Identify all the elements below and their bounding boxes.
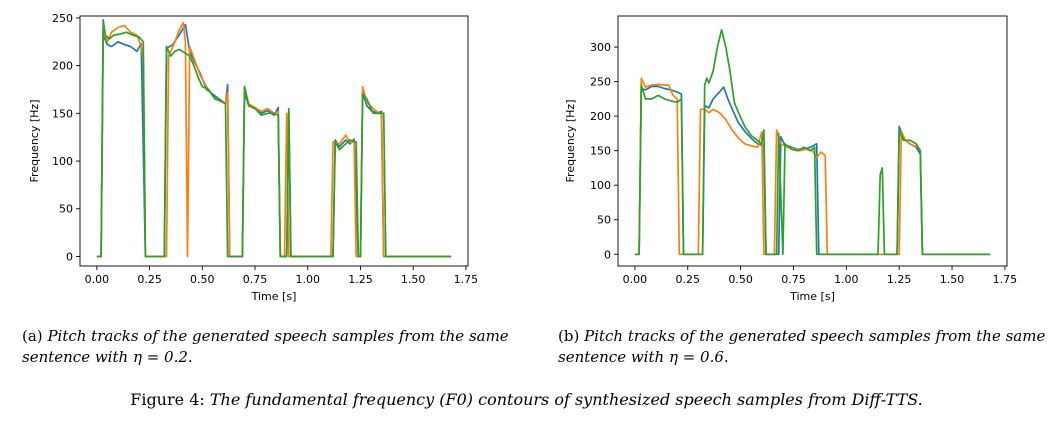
- chart-a: 0.00 0.25 0.50 0.75 1.00 1.25 1.50 1.75 0 50 100 15…: [28, 12, 479, 303]
- chart2-series-line-3: [634, 28, 991, 256]
- chart2-y-axis-label: Frequency [Hz]: [564, 100, 577, 183]
- chart2-x-tick-label: 0.00: [623, 273, 648, 286]
- chart2-y-tick-label: 150: [590, 145, 611, 158]
- chart2-series-line-2: [634, 77, 991, 256]
- chart1-y-axis-label: Frequency [Hz]: [28, 100, 41, 183]
- chart2-series-line-1: [634, 85, 991, 256]
- chart1-y-tick-label: 150: [52, 107, 73, 120]
- chart2-x-tick-label: 1.25: [887, 273, 912, 286]
- chart2-x-axis-label: Time [s]: [789, 290, 835, 303]
- chart1-x-tick-label: 1.25: [348, 273, 373, 286]
- chart2-x-tick-label: 0.25: [676, 273, 701, 286]
- chart2-x-tick-label: 0.75: [781, 273, 806, 286]
- chart2-y-tick-label: 0: [604, 248, 611, 261]
- chart2-axes-frame: [617, 15, 1008, 267]
- chart2-y-tick-label: 50: [597, 214, 611, 227]
- chart2-x-tick-label: 1.00: [834, 273, 859, 286]
- figure-caption: Figure 4: The fundamental frequency (F0)…: [0, 390, 1053, 409]
- chart1-y-tick-label: 0: [66, 250, 73, 263]
- chart1-x-axis-label: Time [s]: [251, 290, 297, 303]
- chart1-x-tick-label: 1.00: [295, 273, 320, 286]
- figure-caption-text: The fundamental frequency (F0) contours …: [209, 390, 923, 409]
- chart2-y-tick-label: 100: [590, 179, 611, 192]
- chart1-x-tick-label: 1.75: [454, 273, 479, 286]
- chart1-x-tick-label: 0.00: [85, 273, 110, 286]
- caption-b-line1: Pitch tracks of the generated speech sam…: [584, 327, 1046, 345]
- chart1-x-tick-label: 0.75: [243, 273, 268, 286]
- chart1-x-tick-label: 1.50: [401, 273, 426, 286]
- chart-b: 0.00 0.25 0.50 0.75 1.00 1.25 1.50 1.75 0 50 100 15…: [564, 15, 1018, 303]
- chart1-series-line-1: [96, 23, 452, 258]
- caption-b-line2: sentence with η = 0.6.: [558, 348, 729, 366]
- caption-a-line2: sentence with η = 0.2.: [22, 348, 193, 366]
- chart1-x-tick-label: 0.25: [137, 273, 162, 286]
- chart2-y-tick-label: 300: [590, 41, 611, 54]
- chart1-series-line-2: [96, 21, 452, 258]
- figure-caption-label: Figure 4:: [130, 390, 205, 409]
- caption-b: (b) Pitch tracks of the generated speech…: [558, 326, 1048, 368]
- chart2-y-tick-label: 200: [590, 110, 611, 123]
- chart2-x-tick-label: 1.50: [940, 273, 965, 286]
- caption-a-line1: Pitch tracks of the generated speech sam…: [47, 327, 509, 345]
- chart1-y-tick-label: 250: [52, 12, 73, 25]
- chart2-x-tick-label: 1.75: [993, 273, 1018, 286]
- chart1-y-tick-label: 50: [59, 203, 73, 216]
- chart1-x-tick-label: 0.50: [190, 273, 215, 286]
- caption-a: (a) Pitch tracks of the generated speech…: [22, 326, 522, 368]
- chart1-axes-frame: [79, 15, 469, 267]
- chart2-y-tick-label: 250: [590, 76, 611, 89]
- caption-a-label: (a): [22, 327, 43, 345]
- chart1-series-line-3: [96, 18, 452, 258]
- caption-b-label: (b): [558, 327, 580, 345]
- chart2-x-tick-label: 0.50: [728, 273, 753, 286]
- chart1-y-tick-label: 200: [52, 60, 73, 73]
- chart1-y-tick-label: 100: [52, 155, 73, 168]
